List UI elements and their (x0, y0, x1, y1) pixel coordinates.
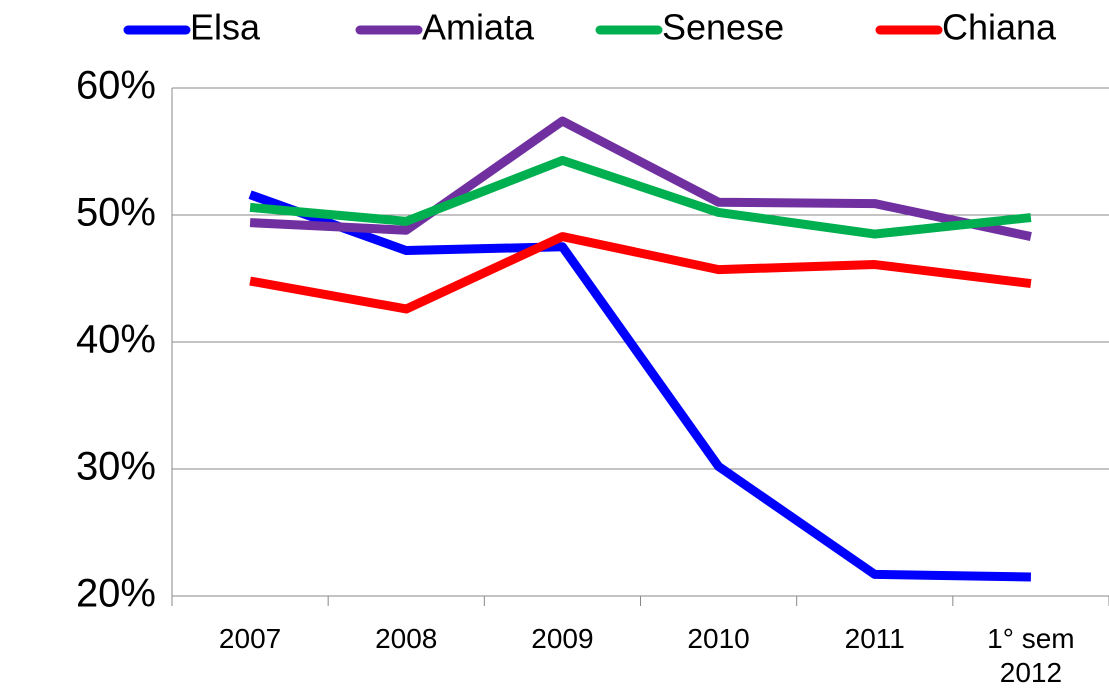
legend-label: Chiana (942, 7, 1057, 48)
x-tick-label: 2010 (687, 623, 750, 654)
x-tick-label: 2009 (531, 623, 594, 654)
legend-label: Senese (662, 7, 784, 48)
x-tick-label: 1° sem 2012 (987, 623, 1075, 688)
series-line (249, 232, 1032, 314)
legend-label: Amiata (422, 7, 535, 48)
series-line (249, 116, 1032, 241)
y-tick-label: 50% (76, 191, 156, 235)
y-tick-label: 30% (76, 445, 156, 489)
y-tick-label: 20% (76, 572, 156, 616)
x-tick-label: 2008 (375, 623, 438, 654)
series-line (249, 155, 1032, 239)
series-line (248, 190, 1031, 582)
x-tick-label: 2007 (218, 623, 282, 654)
y-tick-label: 40% (76, 318, 156, 362)
y-tick-label: 60% (76, 64, 156, 108)
legend-label: Elsa (190, 7, 261, 48)
x-tick-label: 2011 (844, 623, 905, 654)
